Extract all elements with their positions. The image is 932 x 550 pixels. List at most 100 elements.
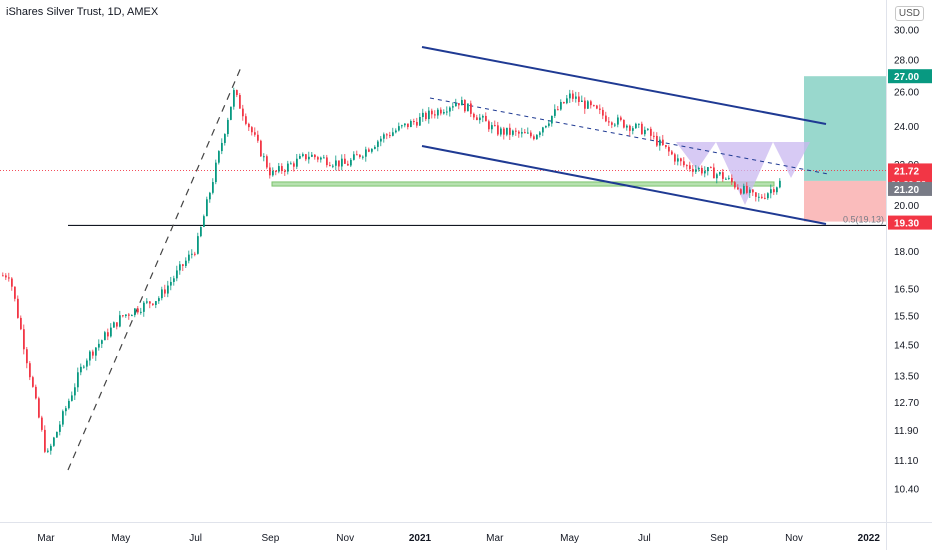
candle — [92, 349, 94, 359]
candle — [683, 157, 685, 168]
candle-body — [557, 109, 559, 111]
candle-body — [362, 156, 364, 158]
candle — [527, 127, 529, 134]
candle-body — [476, 117, 478, 121]
candle — [167, 280, 169, 298]
candle — [539, 130, 541, 138]
candle-body — [206, 199, 208, 217]
candle-body — [266, 156, 268, 168]
candle-body — [707, 167, 709, 172]
x-tick-label: Nov — [336, 533, 354, 544]
candle-body — [167, 285, 169, 294]
candle-body — [446, 111, 448, 113]
candle — [29, 361, 31, 381]
candle — [371, 148, 373, 154]
candle — [779, 178, 781, 189]
candle — [596, 104, 598, 110]
candle — [761, 194, 763, 200]
candle-body — [344, 158, 346, 164]
candle — [356, 150, 358, 156]
candle — [50, 443, 52, 455]
candle-body — [107, 332, 109, 337]
candle-body — [305, 154, 307, 160]
candle-body — [431, 110, 433, 115]
candle — [719, 171, 721, 176]
candle — [458, 103, 460, 110]
candle — [116, 322, 118, 330]
candle-body — [386, 134, 388, 136]
candle — [602, 107, 604, 120]
y-tick-label: 18.00 — [894, 247, 919, 258]
candle-body — [8, 277, 10, 279]
candle-body — [413, 121, 415, 123]
candle — [614, 122, 616, 128]
candle — [461, 96, 463, 106]
candle — [620, 115, 622, 122]
candle — [62, 409, 64, 427]
candle — [11, 277, 13, 291]
candle — [68, 398, 70, 410]
candle — [734, 180, 736, 190]
candle — [80, 363, 82, 376]
candle — [290, 161, 292, 165]
candle-body — [272, 170, 274, 176]
candle — [182, 263, 184, 272]
candle-body — [560, 102, 562, 110]
candle — [656, 132, 658, 148]
x-axis-ticks: Mar May Jul Sep Nov 2021 Mar May Jul Sep Nov 2022 — [37, 533, 880, 544]
candle — [395, 128, 397, 134]
candle-body — [500, 128, 502, 135]
candle — [287, 160, 289, 175]
candle-body — [332, 165, 334, 167]
candle-body — [302, 154, 304, 157]
candle — [503, 126, 505, 140]
candle-body — [434, 114, 436, 116]
candle-body — [626, 125, 628, 128]
candle-body — [761, 196, 763, 198]
candle-body — [62, 411, 64, 425]
candle — [260, 139, 262, 157]
candle — [542, 126, 544, 137]
candle — [443, 109, 445, 115]
candle — [95, 347, 97, 361]
candle — [251, 125, 253, 136]
candle — [746, 182, 748, 195]
candle — [407, 123, 409, 130]
candle-body — [164, 289, 166, 294]
candle-body — [569, 93, 571, 99]
candle — [392, 127, 394, 137]
candle-body — [179, 264, 181, 271]
candle-body — [194, 253, 196, 255]
candle-body — [287, 163, 289, 172]
candle-body — [545, 125, 547, 128]
candle — [137, 306, 139, 315]
currency-button[interactable]: USD — [894, 6, 924, 21]
candle-body — [734, 182, 736, 188]
candle-body — [509, 127, 511, 135]
candle — [689, 161, 691, 172]
candle — [617, 114, 619, 128]
candle — [707, 166, 709, 176]
candle — [515, 127, 517, 136]
candle — [455, 98, 457, 107]
candle-body — [200, 226, 202, 237]
candle-body — [473, 113, 475, 118]
candle-body — [524, 132, 526, 134]
candle-body — [668, 146, 670, 152]
candle-body — [572, 93, 574, 99]
candle-body — [326, 157, 328, 166]
candle — [149, 300, 151, 309]
left-shoulder-shape — [676, 142, 716, 170]
channel-upper-line — [421, 46, 827, 125]
candle-body — [116, 322, 118, 327]
x-tick-label: May — [560, 533, 579, 544]
target-price-label-bg — [888, 69, 932, 84]
candle-body — [77, 372, 79, 388]
candle — [464, 99, 466, 113]
candle-body — [338, 160, 340, 167]
candle-body — [341, 158, 343, 167]
candle-body — [779, 180, 781, 188]
candle — [278, 162, 280, 174]
candle — [506, 127, 508, 137]
